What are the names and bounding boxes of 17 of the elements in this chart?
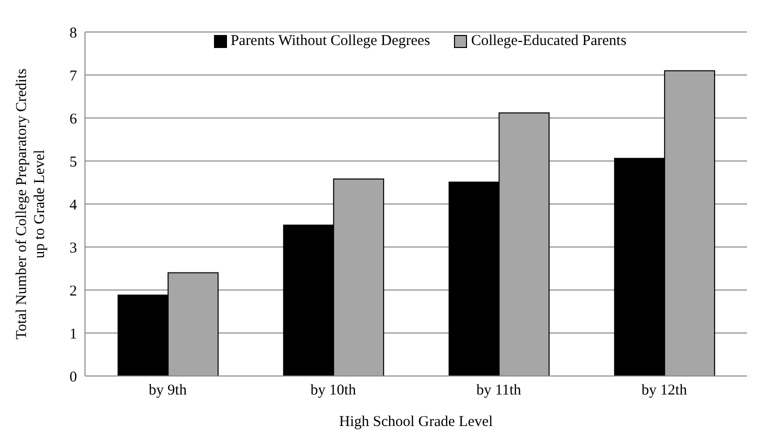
x-axis-title: High School Grade Level — [339, 414, 493, 430]
y-tick-label: 7 — [70, 68, 78, 84]
y-tick-label: 2 — [70, 283, 77, 300]
y-tick-label: 1 — [70, 326, 77, 342]
legend-label: College-Educated Parents — [470, 33, 626, 50]
y-tick-label: 8 — [70, 25, 77, 42]
y-tick-label: 6 — [70, 111, 78, 128]
y-tick-label: 3 — [70, 240, 77, 256]
x-tick-label: by 10th — [310, 382, 356, 399]
y-tick-label: 4 — [70, 197, 78, 214]
x-tick-label: by 9th — [148, 382, 188, 399]
x-tick-label: by 11th — [476, 382, 522, 399]
x-tick-label: by 12th — [642, 382, 688, 399]
legend-label: Parents Without College Degrees — [230, 33, 430, 50]
y-axis-title: Total Number of College Preparatory Credits up to Grade Level — [14, 68, 48, 340]
y-tick-label: 5 — [70, 154, 77, 170]
y-tick-label: 0 — [70, 369, 77, 386]
